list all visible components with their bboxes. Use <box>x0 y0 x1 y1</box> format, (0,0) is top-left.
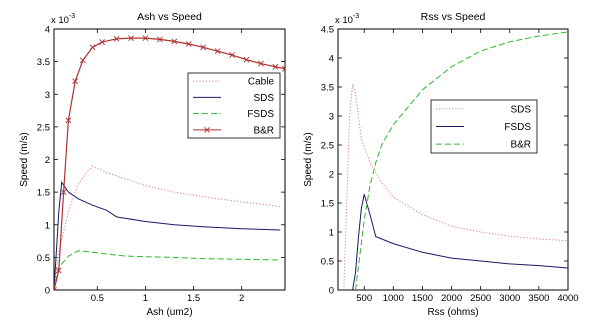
y-tick-label: 2 <box>329 170 334 181</box>
x-tick-label: 1500 <box>412 293 433 304</box>
y-tick-label: 2 <box>45 155 50 166</box>
legend-label: Cable <box>248 77 275 88</box>
x-tick-label: 2 <box>239 293 244 304</box>
exponent-power: -3 <box>69 13 75 20</box>
plot-area <box>54 29 285 290</box>
legend: SDS FSDS B&R <box>431 100 537 153</box>
y-tick-label: 2.5 <box>321 141 334 152</box>
legend-label: SDS <box>510 104 531 115</box>
y-tick-label: 0 <box>329 286 334 297</box>
exponent-base: x 10 <box>335 15 353 26</box>
y-tick-label: 3 <box>45 90 50 101</box>
y-tick-label: 1 <box>45 220 50 231</box>
chart-rss-vs-speed: 500 1000 1500 2000 2500 3000 3500 4000 0 0.5 1 1.5 2… <box>303 11 579 318</box>
x-tick-label: 1 <box>143 293 148 304</box>
x-tick-label: 1.5 <box>187 293 200 304</box>
y-tick-label: 4 <box>45 25 50 36</box>
x-tick-label: 3000 <box>499 293 520 304</box>
axis-exponent: x 10-3 <box>335 13 359 26</box>
legend-label: SDS <box>253 93 274 104</box>
x-axis-label: Ash (um2) <box>146 307 192 318</box>
x-tick-label: 3500 <box>528 293 549 304</box>
x-tick-label: 500 <box>356 293 372 304</box>
x-tick-label: 2500 <box>470 293 491 304</box>
legend-label: B&R <box>253 125 274 136</box>
y-tick-label: 3 <box>329 112 334 123</box>
chart-ash-vs-speed: 0.5 1 1.5 2 0 0.5 1 1.5 2 2.5 3 3.5 4x 10-3 Ash vs Sp… <box>19 11 288 318</box>
y-tick-label: 3.5 <box>321 83 334 94</box>
legend: Cable SDS FSDS B&R <box>188 73 280 138</box>
chart-title: Rss vs Speed <box>421 11 486 23</box>
axis-exponent: x 10-3 <box>51 13 75 26</box>
y-tick-label: 4 <box>329 54 334 65</box>
x-tick-label: 1000 <box>383 293 404 304</box>
legend-label: FSDS <box>504 122 531 133</box>
y-tick-label: 4.5 <box>321 25 334 36</box>
y-tick-label: 1.5 <box>321 199 334 210</box>
x-tick-label: 0.5 <box>91 293 104 304</box>
y-tick-label: 2.5 <box>37 122 50 133</box>
y-tick-label: 0.5 <box>321 257 334 268</box>
x-tick-label: 2000 <box>441 293 462 304</box>
y-tick-label: 0 <box>45 286 50 297</box>
x-tick-label: 4000 <box>557 293 578 304</box>
plot-area <box>338 29 568 290</box>
legend-label: FSDS <box>247 109 274 120</box>
exponent-power: -3 <box>353 13 359 20</box>
exponent-base: x 10 <box>51 15 69 26</box>
y-tick-label: 3.5 <box>37 57 50 68</box>
legend-label: B&R <box>510 140 531 151</box>
y-tick-label: 0.5 <box>37 253 50 264</box>
x-axis-label: Rss (ohms) <box>427 307 478 318</box>
chart-title: Ash vs Speed <box>137 11 202 23</box>
y-tick-label: 1 <box>329 228 334 239</box>
y-axis-label: Speed (m/s) <box>19 132 30 186</box>
y-tick-label: 1.5 <box>37 188 50 199</box>
y-axis-label: Speed (m/s) <box>303 132 314 186</box>
